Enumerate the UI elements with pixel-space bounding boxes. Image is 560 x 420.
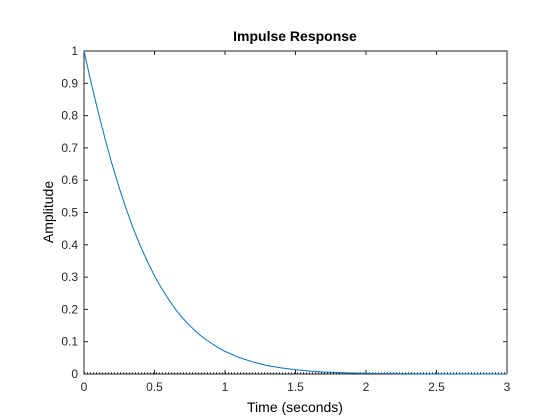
chart-title: Impulse Response	[233, 28, 357, 44]
x-tick-label: 2.5	[428, 380, 445, 394]
y-axis-label: Amplitude	[40, 181, 56, 243]
y-tick-label: 1	[71, 44, 78, 58]
x-tick-label: 0	[81, 380, 88, 394]
y-tick-label: 0	[71, 367, 78, 381]
y-tick-label: 0.7	[61, 141, 78, 155]
x-tick-label: 1	[222, 380, 229, 394]
y-tick-label: 0.8	[61, 109, 78, 123]
y-tick-label: 0.6	[61, 173, 78, 187]
y-tick-label: 0.1	[61, 335, 78, 349]
y-tick-label: 0.3	[61, 270, 78, 284]
x-tick-label: 3	[504, 380, 511, 394]
y-tick-label: 0.2	[61, 302, 78, 316]
x-tick-label: 1.5	[287, 380, 304, 394]
x-axis-label: Time (seconds)	[247, 399, 343, 415]
y-tick-label: 0.4	[61, 238, 78, 252]
x-tick-label: 2	[363, 380, 370, 394]
y-tick-label: 0.9	[61, 76, 78, 90]
y-tick-label: 0.5	[61, 206, 78, 220]
x-tick-label: 0.5	[146, 380, 163, 394]
plot-area	[84, 51, 507, 374]
